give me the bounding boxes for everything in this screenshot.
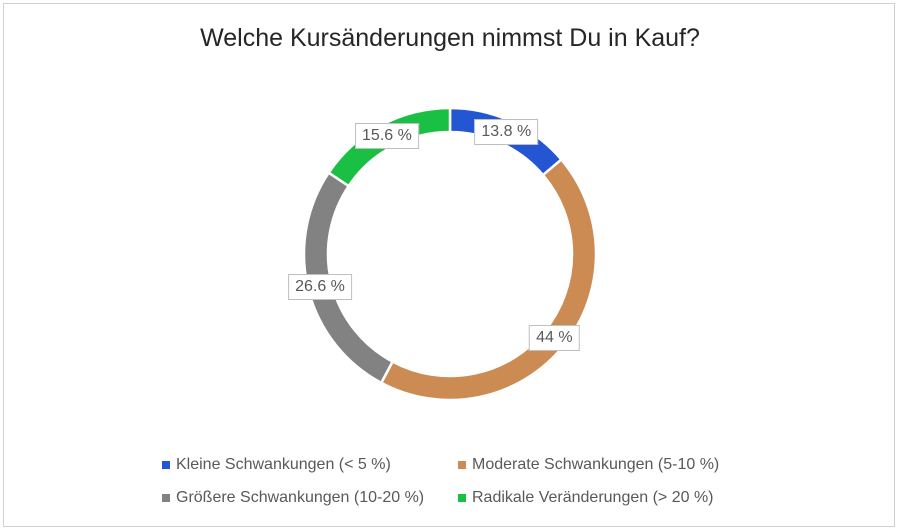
legend-swatch	[458, 494, 466, 502]
legend-item: Radikale Veränderungen (> 20 %)	[458, 489, 714, 507]
data-label: 13.8 %	[474, 119, 539, 146]
data-label: 26.6 %	[288, 273, 352, 300]
chart-title: Welche Kursänderungen nimmst Du in Kauf?	[200, 24, 700, 52]
chart-frame	[3, 3, 895, 527]
legend-swatch	[162, 461, 170, 469]
data-label: 15.6 %	[355, 122, 419, 149]
legend-swatch	[458, 461, 466, 469]
donut-slice	[379, 157, 598, 402]
legend-swatch	[162, 494, 170, 502]
legend-label: Moderate Schwankungen (5-10 %)	[472, 456, 720, 473]
legend-item: Kleine Schwankungen (< 5 %)	[162, 456, 391, 474]
legend-item: Moderate Schwankungen (5-10 %)	[458, 456, 719, 474]
legend-item: Größere Schwankungen (10-20 %)	[162, 489, 424, 507]
legend-label: Größere Schwankungen (10-20 %)	[176, 489, 425, 506]
data-label: 44 %	[529, 325, 580, 352]
legend-label: Kleine Schwankungen (< 5 %)	[176, 456, 391, 473]
legend-label: Radikale Veränderungen (> 20 %)	[472, 489, 714, 506]
